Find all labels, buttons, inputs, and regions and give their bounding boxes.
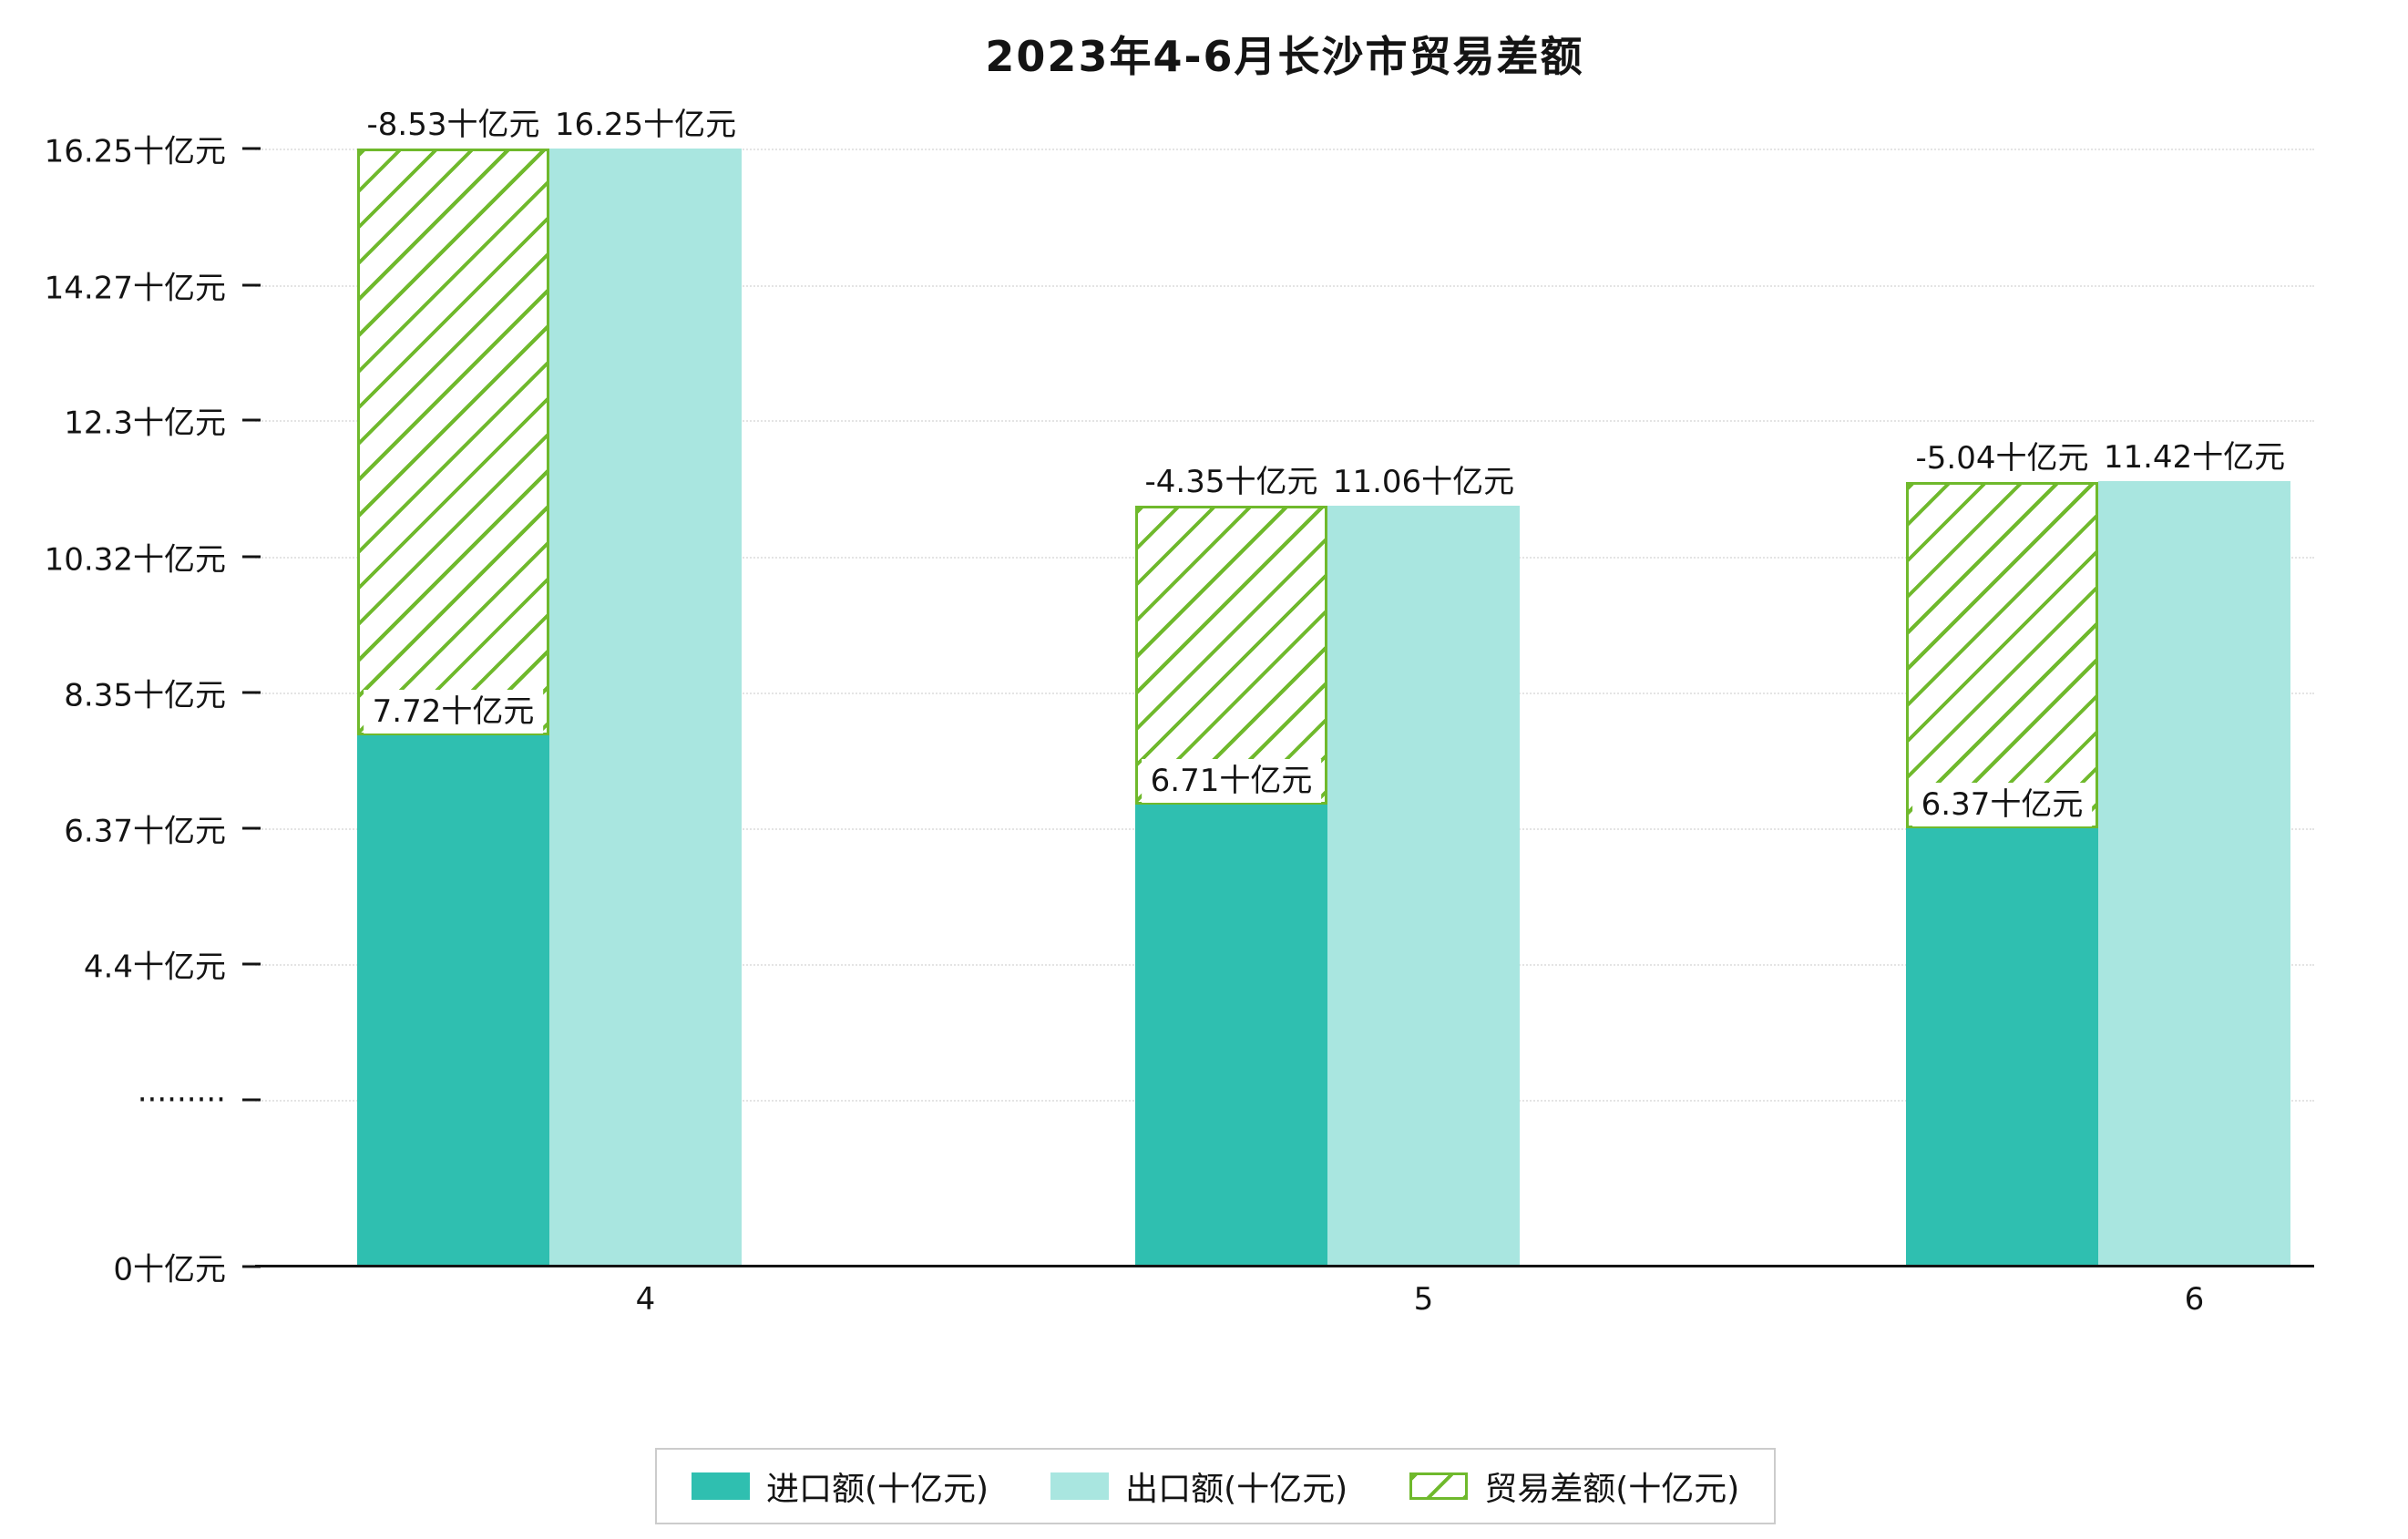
export-value-label: 16.25十亿元 — [545, 103, 746, 148]
x-axis-line — [255, 1265, 2314, 1267]
gridline — [255, 284, 2314, 287]
x-tick-label: 5 — [1413, 1281, 1434, 1318]
y-tick-mark — [242, 826, 261, 830]
y-tick-label: 12.3十亿元 — [64, 405, 226, 442]
legend-item-import: 进口额(十亿元) — [692, 1462, 989, 1510]
legend-swatch-export-icon — [1050, 1472, 1110, 1500]
gridline — [255, 149, 2314, 151]
bar-export — [549, 149, 742, 1267]
import-value-label: 7.72十亿元 — [363, 690, 544, 734]
y-tick-label: 8.35十亿元 — [64, 677, 226, 714]
y-tick-label: 14.27十亿元 — [44, 270, 226, 307]
import-value-label: 6.71十亿元 — [1141, 759, 1322, 804]
y-tick-mark — [242, 555, 261, 559]
y-tick-mark — [242, 283, 261, 287]
gridline — [255, 420, 2314, 423]
import-value-label: 6.37十亿元 — [1911, 783, 2093, 827]
y-tick-label: 6.37十亿元 — [64, 813, 226, 850]
legend: 进口额(十亿元) 出口额(十亿元) 贸易差额(十亿元) — [655, 1448, 1777, 1524]
balance-value-label: -5.04十亿元 — [1906, 436, 2098, 480]
x-tick-label: 6 — [2184, 1281, 2205, 1318]
y-tick-label: 4.4十亿元 — [83, 949, 226, 986]
balance-value-label: -4.35十亿元 — [1135, 459, 1327, 504]
bar-import — [357, 735, 549, 1267]
bar-trade-balance — [357, 149, 549, 736]
legend-item-export: 出口额(十亿元) — [1050, 1462, 1347, 1510]
legend-label-import: 进口额(十亿元) — [766, 1471, 989, 1508]
bar-export — [2098, 480, 2290, 1267]
legend-swatch-import-icon — [692, 1472, 750, 1500]
bar-trade-balance — [1906, 481, 2098, 829]
chart-title: 2023年4-6月长沙市贸易差额 — [985, 32, 1584, 81]
y-tick-mark — [242, 1265, 261, 1268]
y-tick-mark — [242, 418, 261, 422]
bar-trade-balance — [1135, 505, 1327, 805]
balance-value-label: -8.53十亿元 — [357, 103, 549, 148]
x-tick-label: 4 — [635, 1281, 656, 1318]
y-tick-mark — [242, 962, 261, 966]
y-tick-mark — [242, 147, 261, 150]
bar-import — [1135, 805, 1327, 1267]
bar-import — [1906, 828, 2098, 1267]
export-value-label: 11.06十亿元 — [1323, 459, 1524, 504]
y-tick-mark — [242, 1098, 261, 1102]
y-tick-mark — [242, 691, 261, 694]
legend-label-export: 出口额(十亿元) — [1125, 1471, 1348, 1508]
y-tick-label: 0十亿元 — [113, 1251, 226, 1288]
legend-item-balance: 贸易差额(十亿元) — [1409, 1462, 1739, 1510]
bar-export — [1327, 505, 1520, 1267]
legend-swatch-balance-icon — [1409, 1472, 1469, 1500]
legend-label-balance: 贸易差额(十亿元) — [1484, 1471, 1740, 1508]
y-tick-label: 10.32十亿元 — [44, 541, 226, 579]
export-value-label: 11.42十亿元 — [2094, 435, 2295, 479]
y-tick-label: ········· — [137, 1082, 226, 1119]
y-tick-label: 16.25十亿元 — [44, 133, 226, 170]
